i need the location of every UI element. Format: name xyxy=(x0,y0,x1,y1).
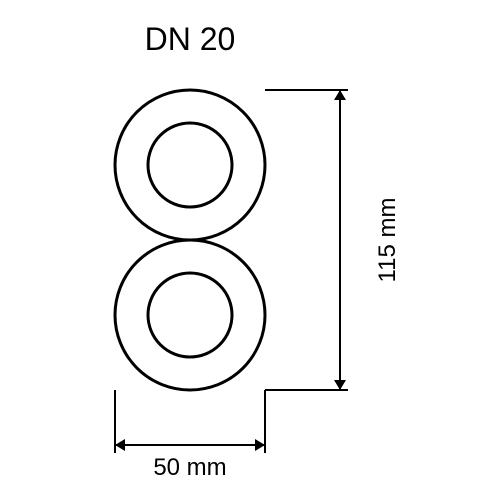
technical-diagram: DN 20 50 mm 115 mm xyxy=(0,0,500,500)
width-label: 50 mm xyxy=(153,454,226,481)
diagram-title: DN 20 xyxy=(145,21,236,57)
height-label: 115 mm xyxy=(374,198,401,283)
